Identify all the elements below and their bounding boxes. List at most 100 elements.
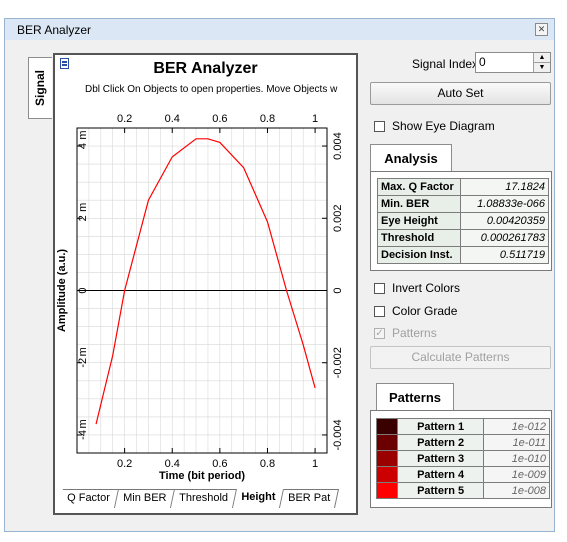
pattern-row[interactable]: Pattern 2 1e-011 <box>376 434 550 451</box>
pattern-name: Pattern 1 <box>396 418 485 435</box>
chart-grid <box>77 128 327 453</box>
bottom-tick-label: 0.6 <box>212 458 227 470</box>
analysis-value: 0.511719 <box>460 246 549 264</box>
analysis-row: Threshold 0.000261783 <box>377 229 549 247</box>
analysis-key: Threshold <box>377 229 461 247</box>
left-tick-label: 0 <box>77 287 89 293</box>
pattern-value: 1e-011 <box>483 434 550 451</box>
close-icon[interactable]: ✕ <box>535 23 548 36</box>
tab-min-ber[interactable]: Min BER <box>114 489 176 508</box>
eye-height-chart[interactable]: 0.2 0.2 0.4 0.4 0.6 0.6 0.8 0.8 1 1 4 m 0.004 2 m 0.002… <box>55 55 356 513</box>
plot-panel[interactable]: BER Analyzer Dbl Click On Objects to ope… <box>53 53 358 515</box>
height-series-line <box>95 138 316 425</box>
plot-tab-label: Height <box>241 491 276 503</box>
pattern-value: 1e-008 <box>483 482 550 499</box>
pattern-row[interactable]: Pattern 5 1e-008 <box>376 482 550 499</box>
pattern-color-swatch[interactable] <box>376 434 398 451</box>
show-eye-label: Show Eye Diagram <box>392 119 495 133</box>
analysis-key: Min. BER <box>377 195 461 213</box>
top-tick-label: 0.4 <box>165 113 180 125</box>
top-tick-label: 0.6 <box>212 113 227 125</box>
show-eye-checkbox[interactable] <box>374 121 385 132</box>
bottom-tick-label: 1 <box>312 458 318 470</box>
signal-index-value[interactable]: 0 <box>479 55 486 69</box>
bottom-tick-label: 0.8 <box>260 458 275 470</box>
plot-tab-label: Min BER <box>122 492 167 504</box>
right-tick-label: -0.004 <box>332 419 344 450</box>
invert-colors-label: Invert Colors <box>392 281 461 295</box>
pattern-name: Pattern 2 <box>396 434 485 451</box>
tab-ber-pat[interactable]: BER Pat <box>280 489 340 508</box>
pattern-row[interactable]: Pattern 1 1e-012 <box>376 418 550 435</box>
document-icon[interactable] <box>60 58 69 69</box>
pattern-row[interactable]: Pattern 3 1e-010 <box>376 450 550 467</box>
left-tick-label: -2 <box>77 358 89 368</box>
analysis-key: Max. Q Factor <box>377 178 461 196</box>
plot-title: BER Analyzer <box>153 60 258 77</box>
pattern-value: 1e-009 <box>483 466 550 483</box>
patterns-checkbox[interactable]: ✓ <box>374 328 385 339</box>
plot-tabs: Q Factor Min BER Threshold Height BER Pat <box>61 489 356 508</box>
pattern-row[interactable]: Pattern 4 1e-009 <box>376 466 550 483</box>
pattern-color-swatch[interactable] <box>376 450 398 467</box>
analysis-value: 0.000261783 <box>460 229 549 247</box>
plot-tab-label: Threshold <box>179 492 229 504</box>
pattern-name: Pattern 5 <box>396 482 485 499</box>
analysis-row: Decision Inst. 0.511719 <box>377 246 549 264</box>
tab-threshold[interactable]: Threshold <box>171 489 238 508</box>
right-tick-label: 0.002 <box>332 205 344 233</box>
right-tick-label: 0.004 <box>332 132 344 160</box>
left-tick-unit: m <box>77 347 89 356</box>
patterns-checkbox-label: Patterns <box>392 326 437 340</box>
left-tick-unit: m <box>77 130 89 139</box>
pattern-color-swatch[interactable] <box>376 466 398 483</box>
analysis-key: Decision Inst. <box>377 246 461 264</box>
top-tick-label: 1 <box>312 113 318 125</box>
tab-signal-label: Signal <box>33 69 47 106</box>
y-axis-label: Amplitude (a.u.) <box>56 249 68 332</box>
analysis-row: Min. BER 1.08833e-066 <box>377 195 549 213</box>
analysis-value: 0.00420359 <box>460 212 549 230</box>
title-bar: BER Analyzer ✕ <box>4 18 555 40</box>
left-tick-label: -4 <box>77 430 89 440</box>
analysis-row: Eye Height 0.00420359 <box>377 212 549 230</box>
spinner-buttons[interactable]: ▲ ▼ <box>533 53 550 72</box>
analysis-row: Max. Q Factor 17.1824 <box>377 178 549 196</box>
bottom-tick-label: 0.2 <box>117 458 132 470</box>
plot-tab-label: Q Factor <box>67 492 110 504</box>
pattern-color-swatch[interactable] <box>376 418 398 435</box>
right-tick-label: 0 <box>332 287 344 293</box>
plot-instructions: Dbl Click On Objects to open properties.… <box>85 84 338 95</box>
tab-height[interactable]: Height <box>233 489 285 508</box>
top-tick-label: 0.8 <box>260 113 275 125</box>
color-grade-checkbox[interactable] <box>374 306 385 317</box>
spin-down-icon[interactable]: ▼ <box>534 63 550 72</box>
tab-signal[interactable]: Signal <box>28 57 52 119</box>
signal-index-spinner[interactable]: 0 ▲ ▼ <box>475 52 551 73</box>
x-axis-label: Time (bit period) <box>159 470 245 482</box>
left-tick-label: 2 <box>77 215 89 221</box>
pattern-value: 1e-010 <box>483 450 550 467</box>
calculate-patterns-button[interactable]: Calculate Patterns <box>370 346 551 369</box>
top-tick-label: 0.2 <box>117 113 132 125</box>
pattern-name: Pattern 4 <box>396 466 485 483</box>
plot-tab-label: BER Pat <box>288 492 331 504</box>
tab-q-factor[interactable]: Q Factor <box>61 489 119 508</box>
right-tick-label: -0.002 <box>332 347 344 378</box>
left-tick-label: 4 <box>77 143 89 149</box>
tab-analysis[interactable]: Analysis <box>370 144 452 172</box>
invert-colors-checkbox[interactable] <box>374 283 385 294</box>
bottom-tick-label: 0.4 <box>165 458 180 470</box>
spin-up-icon[interactable]: ▲ <box>534 53 550 63</box>
left-tick-unit: m <box>77 419 89 428</box>
analysis-key: Eye Height <box>377 212 461 230</box>
analysis-value: 1.08833e-066 <box>460 195 549 213</box>
tab-patterns[interactable]: Patterns <box>376 383 454 411</box>
window-title: BER Analyzer <box>17 23 92 37</box>
analysis-value: 17.1824 <box>460 178 549 196</box>
pattern-color-swatch[interactable] <box>376 482 398 499</box>
signal-index-label: Signal Index: <box>412 57 482 71</box>
analysis-table: Max. Q Factor 17.1824 Min. BER 1.08833e-066… <box>377 178 549 264</box>
auto-set-button[interactable]: Auto Set <box>370 82 551 105</box>
